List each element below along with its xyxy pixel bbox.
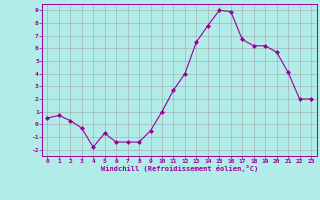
X-axis label: Windchill (Refroidissement éolien,°C): Windchill (Refroidissement éolien,°C): [100, 165, 258, 172]
